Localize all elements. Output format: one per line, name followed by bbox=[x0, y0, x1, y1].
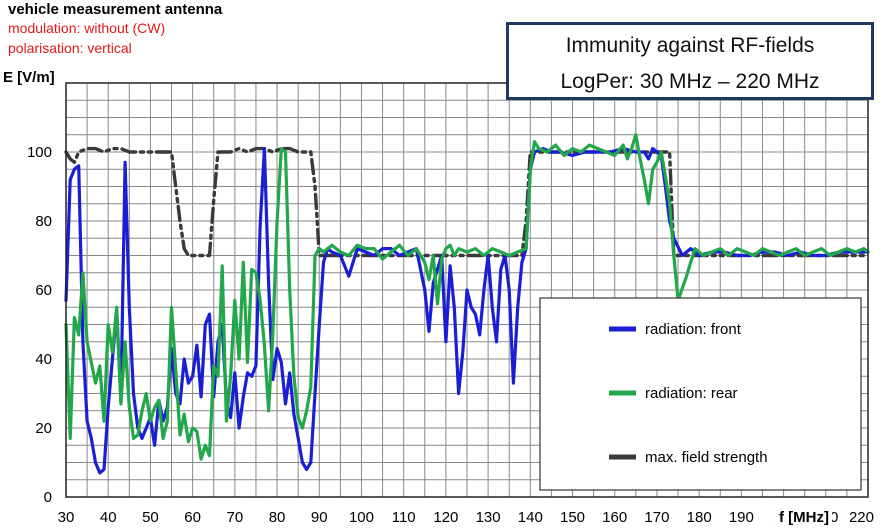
header-title: vehicle measurement antenna bbox=[8, 1, 223, 18]
x-tick-label: 120 bbox=[433, 509, 458, 526]
x-tick-label: 70 bbox=[226, 509, 243, 526]
info-box-range: LogPer: 30 MHz – 220 MHz bbox=[560, 70, 820, 93]
x-tick-label: 190 bbox=[729, 509, 754, 526]
x-tick-label: 100 bbox=[349, 509, 374, 526]
y-tick-label: 20 bbox=[35, 420, 52, 437]
x-axis-label-backing bbox=[772, 505, 832, 527]
y-tick-label: 80 bbox=[35, 213, 52, 230]
y-tick-label: 100 bbox=[27, 144, 52, 161]
x-tick-label: 80 bbox=[269, 509, 286, 526]
x-tick-label: 110 bbox=[392, 509, 416, 526]
y-tick-label: 40 bbox=[35, 351, 52, 368]
legend-box bbox=[539, 297, 862, 491]
header-modulation: modulation: without (CW) bbox=[8, 20, 166, 36]
x-tick-label: 130 bbox=[476, 509, 501, 526]
info-box-title: Immunity against RF-fields bbox=[565, 34, 815, 57]
series-line-radiation-rear bbox=[64, 133, 870, 461]
plot-frame bbox=[65, 82, 869, 498]
y-tick-label: 0 bbox=[44, 489, 52, 506]
x-tick-label: 150 bbox=[560, 509, 585, 526]
legend-label-radiation-front: radiation: front bbox=[645, 321, 742, 338]
legend-label-radiation-rear: radiation: rear bbox=[645, 385, 738, 402]
x-tick-label: 50 bbox=[142, 509, 159, 526]
axes: 30 40 50 60 70 80 90 100 110 120 130 140 150 160 170 18… bbox=[3, 69, 874, 527]
legend: radiation: front radiation: rear max. fiel… bbox=[539, 297, 862, 491]
x-tick-label: 30 bbox=[58, 509, 75, 526]
test-info-box: Immunity against RF-fields LogPer: 30 MH… bbox=[506, 22, 874, 100]
x-tick-label: 220 bbox=[849, 509, 874, 526]
legend-label-max-field-strength: max. field strength bbox=[645, 449, 768, 466]
x-tick-label: 170 bbox=[644, 509, 669, 526]
x-tick-label: 60 bbox=[184, 509, 201, 526]
x-axis-label: f [MHz] bbox=[779, 509, 829, 526]
y-tick-label: 60 bbox=[35, 282, 52, 299]
x-tick-label: 160 bbox=[602, 509, 627, 526]
x-tick-label: 40 bbox=[100, 509, 117, 526]
x-tick-label: 140 bbox=[518, 509, 543, 526]
series-line-max-field-strength bbox=[64, 146, 870, 258]
header-polarisation: polarisation: vertical bbox=[8, 40, 132, 56]
data-series bbox=[64, 133, 870, 475]
x-tick-label: 180 bbox=[687, 509, 712, 526]
x-tick-label: 90 bbox=[311, 509, 328, 526]
y-axis-label: E [V/m] bbox=[3, 69, 55, 86]
